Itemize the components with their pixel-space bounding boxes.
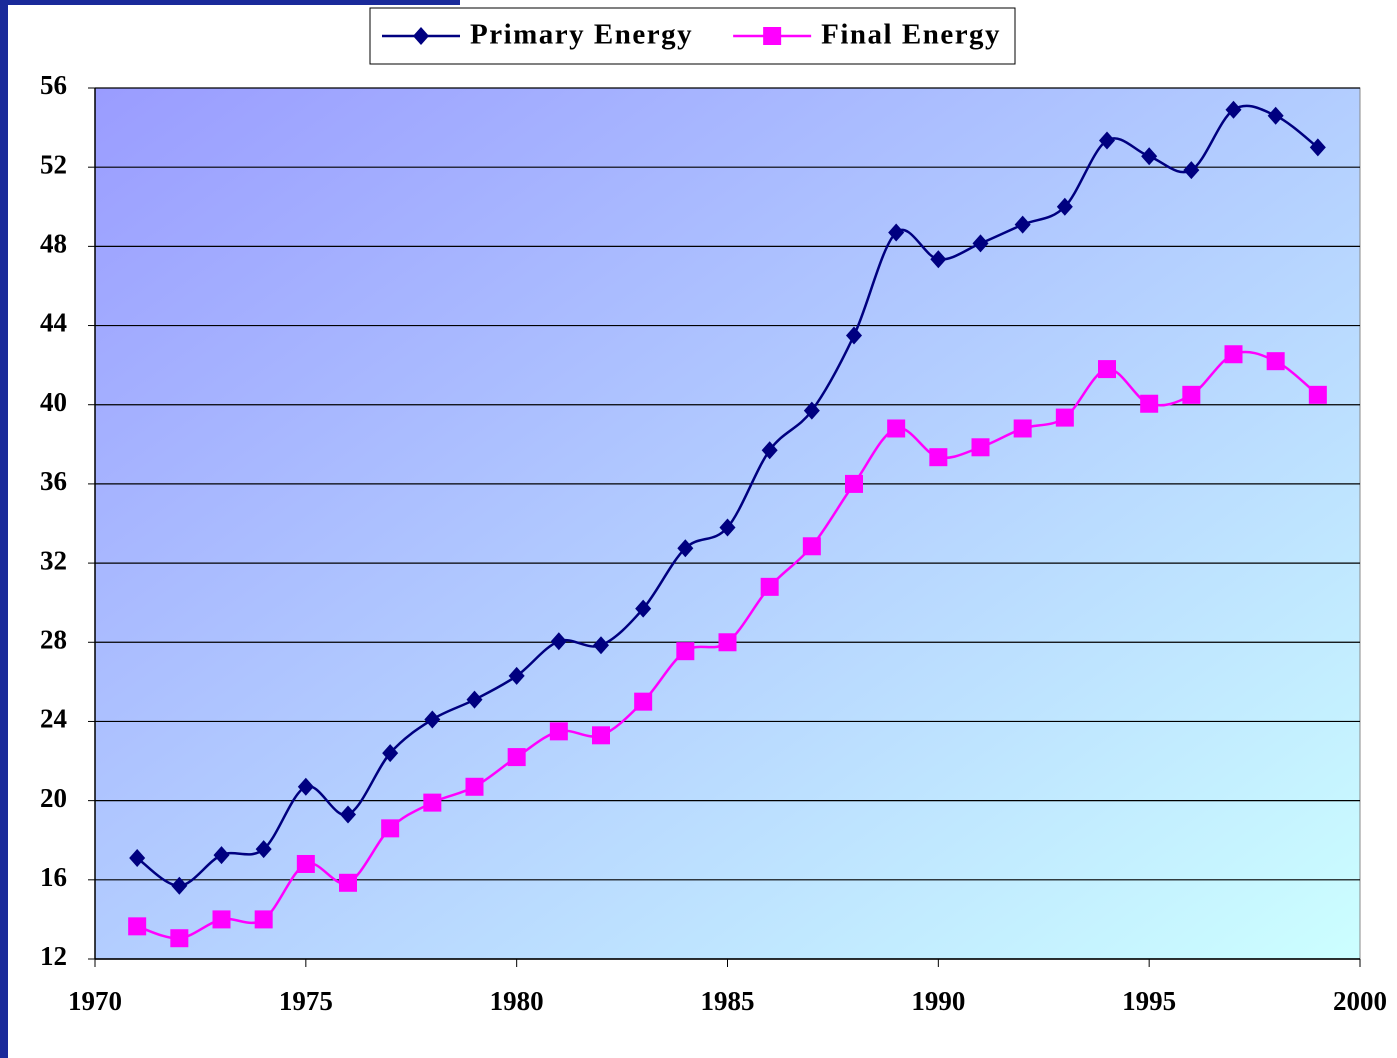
marker [381, 819, 400, 838]
marker [213, 846, 230, 865]
marker [466, 690, 483, 709]
marker [297, 777, 314, 796]
marker [803, 401, 820, 420]
marker [550, 632, 567, 651]
marker [465, 777, 484, 796]
y-tick-label: 16 [40, 862, 67, 892]
x-tick-label: 1995 [1122, 986, 1176, 1016]
marker [1225, 100, 1242, 119]
y-tick-label: 32 [40, 545, 67, 575]
frame-top [0, 0, 460, 5]
x-tick-label: 1980 [490, 986, 544, 1016]
legend: Primary Energy Final Energy [369, 7, 1016, 65]
marker [423, 793, 442, 812]
marker [1182, 385, 1201, 404]
marker [1224, 345, 1243, 364]
marker [593, 636, 609, 655]
marker [634, 692, 653, 711]
marker [212, 910, 231, 929]
marker [845, 474, 863, 493]
marker [888, 223, 905, 242]
marker [1099, 131, 1115, 150]
marker [1183, 161, 1200, 180]
marker [1309, 138, 1326, 157]
marker [1056, 197, 1073, 216]
marker [763, 27, 782, 45]
y-tick-label: 24 [40, 704, 67, 734]
marker [971, 438, 990, 457]
y-tick-label: 56 [40, 70, 67, 100]
y-tick-label: 28 [40, 624, 67, 654]
marker [170, 929, 189, 948]
legend-label: Final Energy [821, 19, 1001, 51]
marker [255, 840, 272, 859]
marker [972, 234, 989, 253]
marker [887, 419, 906, 438]
y-tick-label: 44 [40, 308, 67, 338]
y-tick-label: 36 [40, 466, 67, 496]
marker [171, 876, 188, 895]
frame-left [0, 0, 8, 1058]
x-tick-label: 1990 [911, 986, 965, 1016]
marker [1141, 147, 1158, 166]
marker [339, 873, 357, 892]
x-tick-label: 2000 [1333, 986, 1387, 1016]
marker [296, 854, 315, 873]
y-tick-label: 20 [40, 783, 67, 813]
marker [413, 27, 429, 45]
marker [719, 518, 736, 537]
marker [128, 917, 147, 936]
y-tick-label: 52 [40, 149, 67, 179]
marker [1055, 408, 1074, 427]
marker [592, 726, 610, 745]
marker [1266, 352, 1285, 371]
marker [1098, 360, 1116, 379]
marker [254, 910, 273, 929]
marker [340, 805, 356, 824]
marker [929, 448, 948, 467]
legend-label: Primary Energy [470, 19, 693, 51]
marker [1308, 385, 1327, 404]
marker [424, 710, 441, 729]
marker [1140, 394, 1159, 413]
marker [677, 539, 694, 558]
marker [549, 722, 568, 741]
y-tick-label: 40 [40, 387, 67, 417]
marker [508, 666, 525, 685]
marker [382, 744, 399, 763]
marker [129, 849, 146, 868]
x-tick-label: 1975 [279, 986, 333, 1016]
marker [761, 441, 778, 460]
x-tick-label: 1970 [68, 986, 122, 1016]
marker [846, 326, 862, 345]
marker [760, 577, 779, 596]
legend-box [369, 7, 1016, 65]
marker [1267, 106, 1284, 125]
marker [1013, 419, 1032, 438]
x-tick-label: 1985 [701, 986, 755, 1016]
y-tick-label: 48 [40, 229, 67, 259]
marker [718, 633, 737, 652]
marker [676, 642, 695, 661]
marker [930, 250, 947, 269]
marker [802, 537, 821, 556]
marker [1014, 215, 1031, 234]
marker [507, 748, 526, 767]
y-tick-label: 12 [40, 941, 67, 971]
marker [635, 599, 652, 618]
